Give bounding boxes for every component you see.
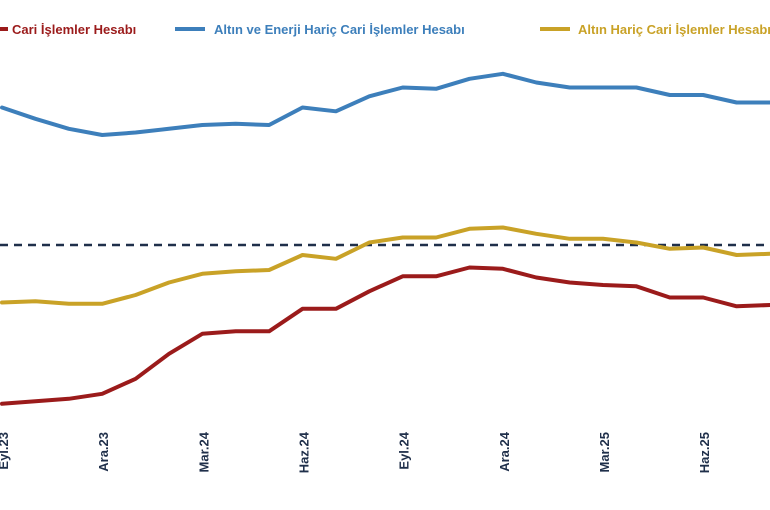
x-tick-label: Mar.25	[597, 432, 612, 472]
legend-label-0: Cari İşlemler Hesabı	[12, 22, 136, 37]
series-lines	[0, 71, 770, 406]
x-tick-label: Eyl.24	[397, 431, 412, 469]
x-tick-label: Haz.24	[297, 431, 312, 473]
legend: Cari İşlemler Hesabı Altın ve Enerji Hari…	[0, 22, 770, 37]
legend-label-2: Altın Hariç Cari İşlemler Hesabı	[578, 22, 770, 37]
legend-label-1: Altın ve Enerji Hariç Cari İşlemler Hesa…	[214, 22, 465, 37]
x-tick-label: Ara.24	[497, 431, 512, 472]
x-tick-label: Ara.23	[96, 432, 111, 472]
series-line-1	[0, 71, 770, 137]
x-axis-tick-labels: Eyl.23 Ara.23 Mar.24 Haz.24 Eyl.24 Ara.24 Mar.…	[0, 431, 712, 473]
series-line-0	[0, 265, 770, 406]
x-tick-label: Haz.25	[697, 432, 712, 473]
x-tick-label: Eyl.23	[0, 432, 11, 470]
series-line-2	[0, 225, 770, 306]
x-tick-label: Mar.24	[196, 431, 211, 472]
